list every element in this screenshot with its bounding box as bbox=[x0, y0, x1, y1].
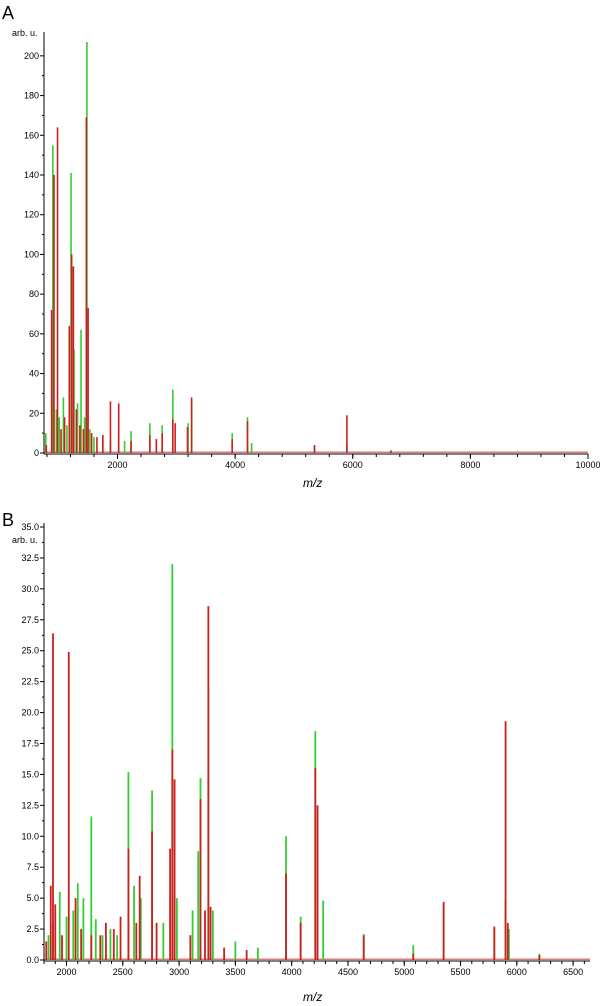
panel-a-y-tick-label: 180 bbox=[24, 91, 39, 101]
panel-a-y-tick-label: 40 bbox=[29, 369, 39, 379]
panel-b-x-axis-title: m/z bbox=[303, 990, 322, 1004]
panel-b-x-tick-label: 2000 bbox=[56, 967, 76, 977]
panel-b-plot: 0.0 2.5 5.0 7.5 10.0 12.5 15.0 17.5 20.0 22.5 25.0… bbox=[21, 522, 590, 977]
panel-a-x-tick-label: 2000 bbox=[107, 460, 127, 470]
panel-a-y-tick-label: 100 bbox=[24, 249, 39, 259]
panel-b-letter: B bbox=[2, 510, 14, 530]
panel-b-y-tick-label: 2.5 bbox=[26, 924, 39, 934]
panel-b-x-tick-label: 4000 bbox=[282, 967, 302, 977]
panel-b-x-tick-label: 6500 bbox=[563, 967, 583, 977]
panel-a-x-axis-title: m/z bbox=[303, 476, 322, 490]
panel-b-y-tick-label: 35.0 bbox=[21, 522, 39, 532]
panel-a-y-tick-label: 20 bbox=[29, 408, 39, 418]
panel-b-y-unit: arb. u. bbox=[12, 535, 38, 545]
panel-a-x-tick-label: 6000 bbox=[343, 460, 363, 470]
panel-b-y-tick-label: 7.5 bbox=[26, 862, 39, 872]
panel-b-x-tick-label: 2500 bbox=[113, 967, 133, 977]
panel-a-x-tick-label: 10000 bbox=[575, 460, 600, 470]
panel-a-y-tick-label: 200 bbox=[24, 51, 39, 61]
panel-a-baseline bbox=[44, 451, 588, 453]
panel-b-y-tick-label: 15.0 bbox=[21, 769, 39, 779]
panel-b-y-tick-label: 0.0 bbox=[26, 955, 39, 965]
panel-a-y-unit: arb. u. bbox=[12, 28, 38, 38]
panel-b-y-tick-label: 20.0 bbox=[21, 708, 39, 718]
panel-b-y-tick-label: 32.5 bbox=[21, 553, 39, 563]
panel-a-x-tick-label: 8000 bbox=[460, 460, 480, 470]
panel-a-y-tick-label: 160 bbox=[24, 130, 39, 140]
panel-a-plot: 0 20 40 60 80 100 120 140 160 180 200 2000 4000 6000 8… bbox=[24, 32, 600, 470]
panel-b-y-tick-label: 27.5 bbox=[21, 615, 39, 625]
panel-b-y-tick-label: 5.0 bbox=[26, 893, 39, 903]
panel-b-y-tick-label: 30.0 bbox=[21, 584, 39, 594]
panel-a-y-tick-label: 80 bbox=[29, 289, 39, 299]
panel-a-y-tick-label: 0 bbox=[34, 448, 39, 458]
panel-b-y-tick-label: 17.5 bbox=[21, 739, 39, 749]
panel-a-x-tick-label: 4000 bbox=[225, 460, 245, 470]
panel-a-y-tick-label: 140 bbox=[24, 170, 39, 180]
panel-b-y-tick-label: 12.5 bbox=[21, 800, 39, 810]
panel-b-y-tick-label: 22.5 bbox=[21, 677, 39, 687]
panel-b-x-tick-label: 4500 bbox=[338, 967, 358, 977]
panel-b-x-tick-label: 3500 bbox=[225, 967, 245, 977]
panel-b-x-tick-label: 6000 bbox=[507, 967, 527, 977]
panel-a-letter: A bbox=[2, 3, 14, 23]
panel-b-x-tick-label: 5500 bbox=[451, 967, 471, 977]
panel-b-y-tick-label: 10.0 bbox=[21, 831, 39, 841]
panel-b-x-tick-label: 3000 bbox=[169, 967, 189, 977]
panel-a-y-tick-label: 60 bbox=[29, 329, 39, 339]
panel-b-x-tick-label: 5000 bbox=[394, 967, 414, 977]
panel-b-y-tick-label: 25.0 bbox=[21, 646, 39, 656]
panel-a-y-tick-label: 120 bbox=[24, 210, 39, 220]
